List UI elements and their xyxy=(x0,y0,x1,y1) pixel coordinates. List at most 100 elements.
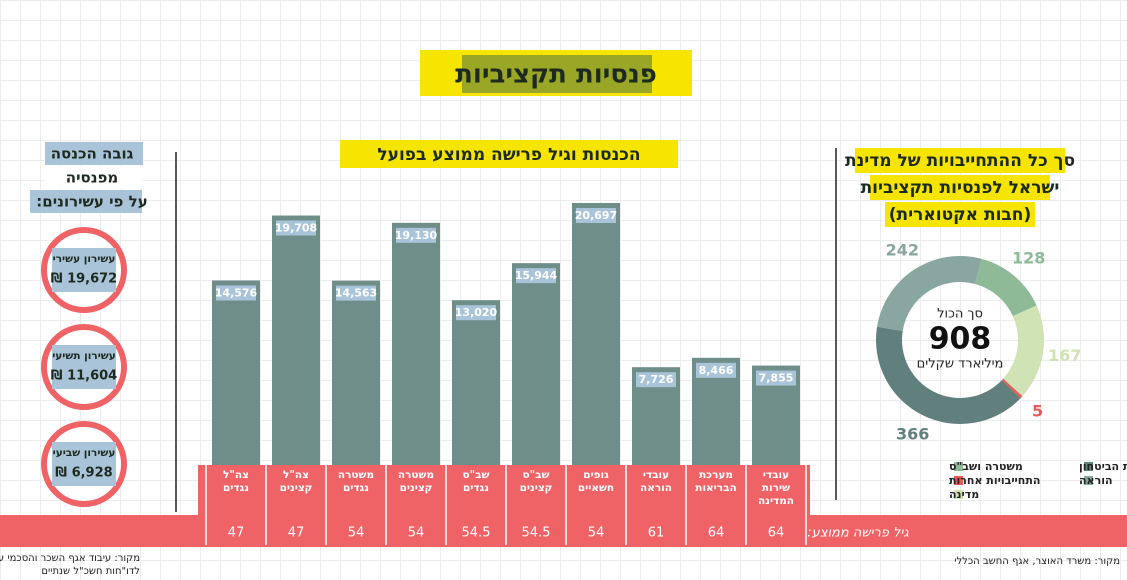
decile-amount: 19,672 ₪ xyxy=(51,272,117,287)
pie-title-box xyxy=(870,175,1050,200)
deciles-title: גובה הכנסה xyxy=(51,145,134,163)
deciles-title: מפנסיה xyxy=(66,169,118,187)
value-label: 20,697 xyxy=(575,209,617,222)
title-highlight xyxy=(462,55,652,93)
pie-value-label: 366 xyxy=(896,424,929,443)
age-value: 64 xyxy=(708,526,725,541)
pie-title: (חבות אקטוארית) xyxy=(889,205,1031,225)
pie-title: ישראל לפנסיות תקציביות xyxy=(861,178,1060,198)
category-band xyxy=(198,465,810,515)
legend-swatch xyxy=(954,476,963,485)
age-value: 54 xyxy=(408,526,425,541)
decile-box xyxy=(52,345,116,389)
bar-title-box xyxy=(340,140,678,168)
value-label: 15,944 xyxy=(515,269,558,282)
category-label: שב"ס נגדים xyxy=(463,469,490,494)
bar xyxy=(212,280,260,465)
source: מקור: משרד האוצר, אגף החשב הכללי xyxy=(954,556,1120,567)
value-label: 13,020 xyxy=(455,306,498,319)
legend-label: הוראה xyxy=(1079,474,1113,487)
value-label: 7,855 xyxy=(759,372,794,385)
category-label: משטרה קצינים xyxy=(398,469,434,494)
bar xyxy=(392,222,440,465)
deciles-title: על פי עשירונים: xyxy=(36,193,147,211)
value-label: 8,466 xyxy=(699,364,734,377)
value-label-box xyxy=(696,362,736,378)
category-label: צה"ל קצינים xyxy=(280,469,313,494)
source: מקור: עיבוד אגף השכר והסכמי עבודה xyxy=(0,553,140,564)
age-value: 54.5 xyxy=(522,526,551,541)
value-label-box xyxy=(456,305,496,321)
pie-slice xyxy=(876,326,1021,425)
bar-title: הכנסות וגיל פרישה ממוצע בפועל xyxy=(377,145,640,165)
pie-slice xyxy=(975,258,1037,317)
legend-label: התחייבויות אחרות xyxy=(949,474,1040,487)
age-band xyxy=(0,515,1127,547)
category-label: שב"ס קצינים xyxy=(520,469,553,494)
pie-title-box xyxy=(855,148,1065,173)
age-value: 47 xyxy=(288,526,305,541)
value-label-box xyxy=(576,208,616,223)
bar xyxy=(332,280,380,465)
pie-title-box xyxy=(885,202,1035,227)
bar xyxy=(512,263,560,465)
pie-value-label: 167 xyxy=(1048,346,1081,365)
age-value: 61 xyxy=(648,526,665,541)
deciles-title-box xyxy=(30,190,142,213)
category-label: מערכת הבריאות xyxy=(695,469,736,494)
pie-unit: מיליארד שקלים xyxy=(917,357,1004,372)
pie-slice xyxy=(877,256,982,331)
decile-label: עשירון עשירי xyxy=(53,253,116,265)
category-label: גופים חשאיים xyxy=(578,469,614,494)
age-value: 54.5 xyxy=(462,526,491,541)
decile-box xyxy=(52,442,116,486)
value-label-box xyxy=(216,285,256,301)
title: פנסיות תקציביות xyxy=(455,60,657,90)
pie-slice xyxy=(1003,305,1044,397)
pie-slice xyxy=(1001,378,1023,399)
age-value: 47 xyxy=(228,526,245,541)
pie-center-label: סך הכול xyxy=(937,307,983,322)
bar xyxy=(572,203,620,465)
category-label: עובדי הוראה xyxy=(640,469,672,494)
pie-value-label: 5 xyxy=(1032,402,1043,421)
pie-total: 908 xyxy=(929,322,992,357)
value-label: 19,708 xyxy=(275,222,317,235)
legend-label: משטרה ושב"ס xyxy=(949,460,1023,473)
decile-box xyxy=(52,248,116,292)
bar xyxy=(452,300,500,465)
decile-label: עשירון שביעי xyxy=(53,447,116,459)
decile-amount: 11,604 ₪ xyxy=(51,369,117,384)
source: לדו"חות חשכ"ל שנתיים xyxy=(41,566,140,577)
value-label-box xyxy=(516,268,556,284)
legend-label: מערכת הביטחון xyxy=(1079,460,1127,473)
pie-value-label: 242 xyxy=(886,241,919,260)
value-label: 7,726 xyxy=(639,373,674,386)
value-label-box xyxy=(276,220,316,236)
value-label-box xyxy=(396,227,436,243)
value-label-box xyxy=(336,285,376,301)
age-value: 64 xyxy=(768,526,785,541)
value-label: 19,130 xyxy=(395,229,438,242)
value-label-box xyxy=(756,370,796,386)
legend-swatch xyxy=(1084,476,1093,485)
category-label: משטרה נגדים xyxy=(338,469,374,494)
age-value: 54 xyxy=(348,526,365,541)
bar xyxy=(272,215,320,465)
age-label: גיל פרישה ממוצע: xyxy=(807,526,909,541)
pie-title: סך כל ההתחייבויות של מדינת xyxy=(845,151,1075,171)
legend-label: מדינה xyxy=(949,488,979,501)
legend-swatch xyxy=(954,490,963,499)
age-value: 54 xyxy=(588,526,605,541)
value-label: 14,563 xyxy=(335,287,377,300)
decile-label: עשירון תשיעי xyxy=(52,350,116,362)
value-label-box xyxy=(636,372,676,388)
deciles-title-box xyxy=(45,142,143,165)
deciles-title-box xyxy=(45,166,143,189)
category-label: צה"ל נגדים xyxy=(223,469,249,494)
legend-swatch xyxy=(954,462,963,471)
pie-value-label: 128 xyxy=(1012,249,1045,268)
category-label: עובדי שירות המדינה xyxy=(758,469,794,507)
legend-swatch xyxy=(1084,462,1093,471)
